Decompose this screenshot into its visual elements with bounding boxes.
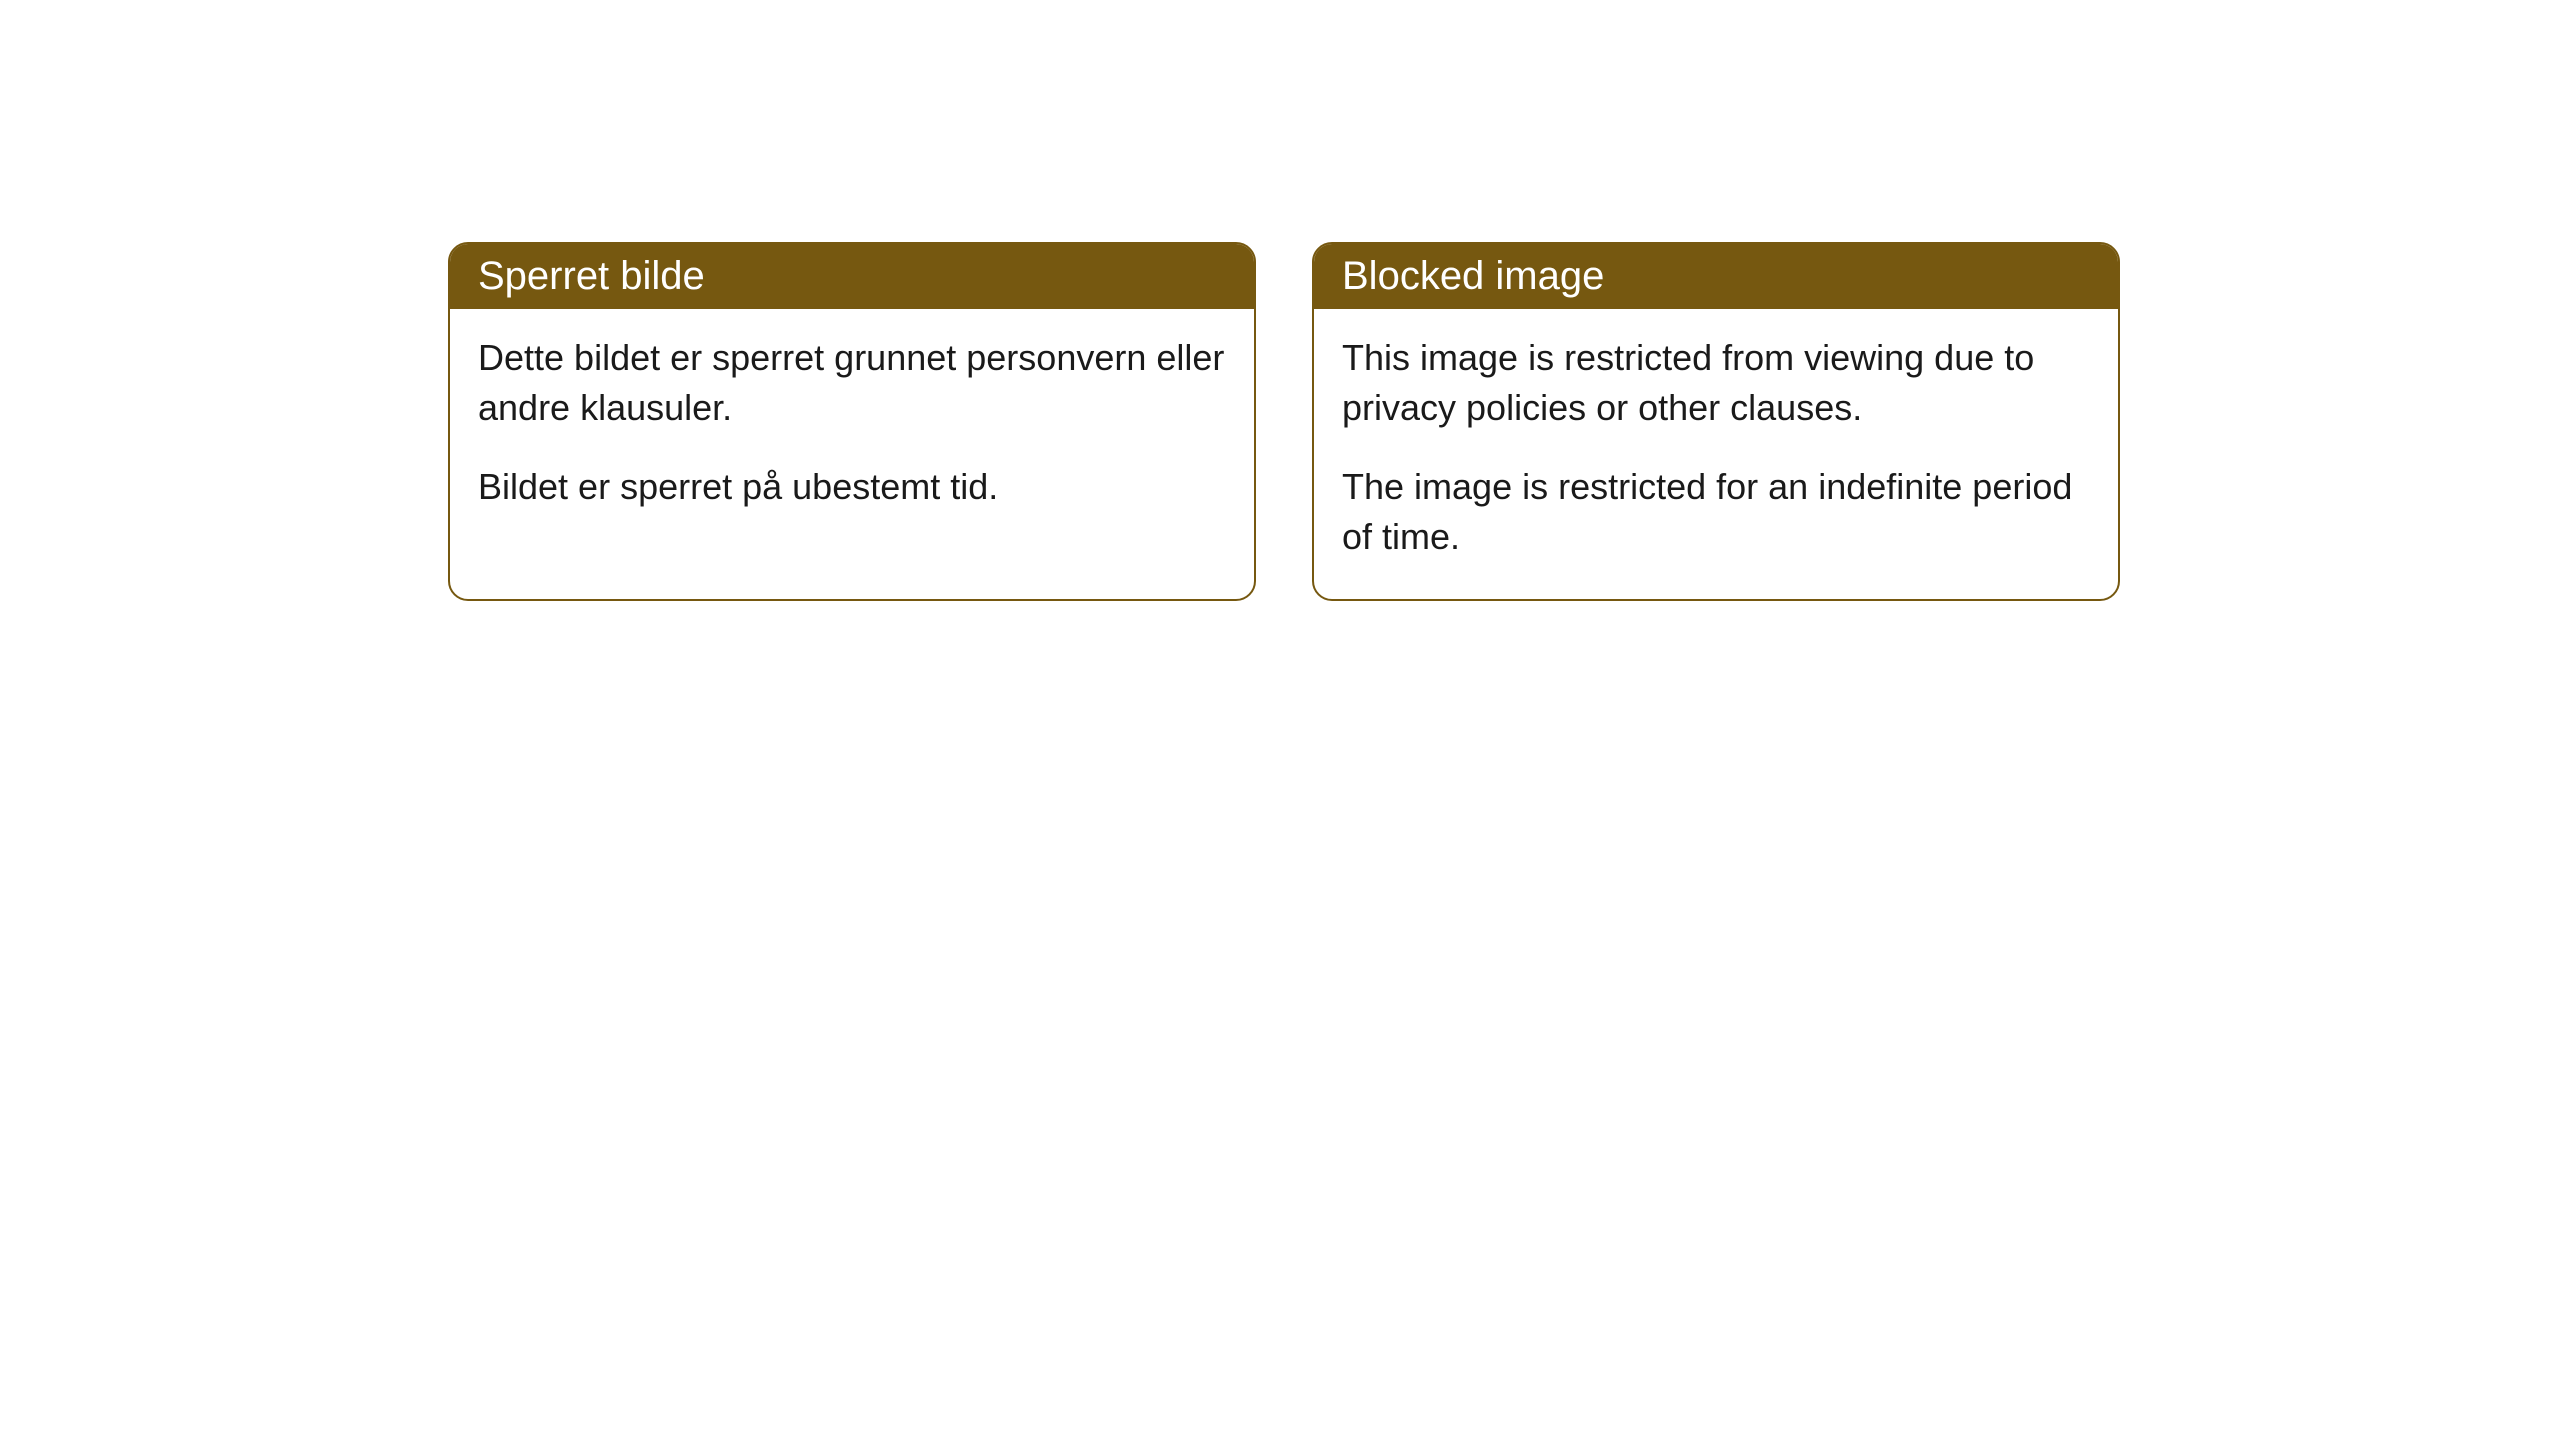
card-body-norwegian: Dette bildet er sperret grunnet personve…: [450, 309, 1254, 548]
notice-text-2-english: The image is restricted for an indefinit…: [1342, 462, 2090, 563]
notice-cards-container: Sperret bilde Dette bildet er sperret gr…: [448, 242, 2120, 601]
blocked-image-card-english: Blocked image This image is restricted f…: [1312, 242, 2120, 601]
blocked-image-card-norwegian: Sperret bilde Dette bildet er sperret gr…: [448, 242, 1256, 601]
card-title-english: Blocked image: [1314, 244, 2118, 309]
card-body-english: This image is restricted from viewing du…: [1314, 309, 2118, 599]
notice-text-2-norwegian: Bildet er sperret på ubestemt tid.: [478, 462, 1226, 512]
notice-text-1-english: This image is restricted from viewing du…: [1342, 333, 2090, 434]
card-title-norwegian: Sperret bilde: [450, 244, 1254, 309]
notice-text-1-norwegian: Dette bildet er sperret grunnet personve…: [478, 333, 1226, 434]
